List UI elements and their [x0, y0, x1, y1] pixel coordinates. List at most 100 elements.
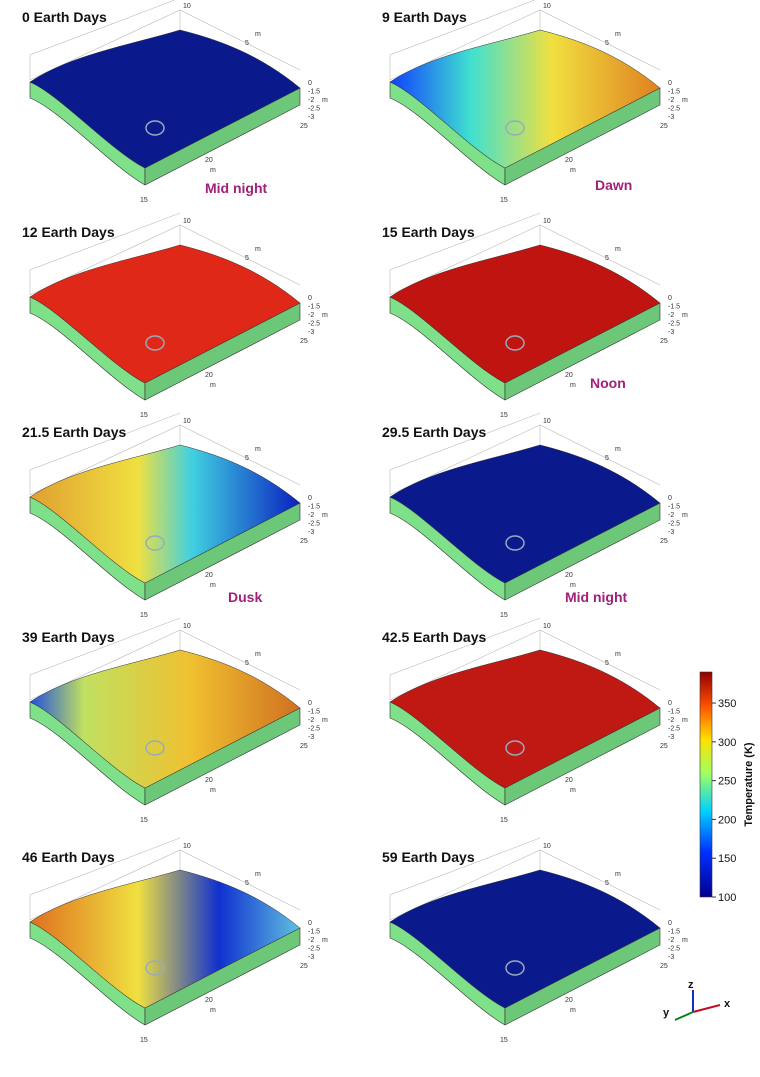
axis-tick-label: -3: [308, 329, 314, 336]
crater: [505, 120, 525, 136]
axis-tick-label: -2.5: [668, 521, 680, 528]
crater: [505, 960, 525, 976]
axis-tick-label: 20: [205, 572, 213, 579]
axis-tick-label: m: [210, 1007, 216, 1014]
axis-tick-label: -3: [668, 734, 674, 741]
crater: [145, 535, 165, 551]
axis-tick-label: -2.5: [308, 321, 320, 328]
terrain-surface: [29, 244, 301, 384]
crater: [505, 740, 525, 756]
axis-tick-label: 5: [605, 660, 609, 667]
axis-tick-label: 15: [140, 817, 148, 824]
axis-tick-label: -2.5: [668, 946, 680, 953]
axis-tick-label: 15: [500, 1037, 508, 1044]
crater: [145, 960, 165, 976]
axis-tick-label: -2.5: [668, 106, 680, 113]
axis-tick-label: m: [255, 446, 261, 453]
axis-tick-label: -2.5: [308, 946, 320, 953]
axis-tick-label: -3: [308, 529, 314, 536]
axis-tick-label: 0: [668, 920, 672, 927]
time-label: Mid night: [565, 589, 628, 605]
axis-tick-label: m: [255, 651, 261, 658]
axis-tick-label: 5: [605, 255, 609, 262]
axis-tick-label: -2: [668, 717, 674, 724]
axis-tick-label: -3: [308, 114, 314, 121]
axis-tick-label: 0: [668, 295, 672, 302]
axis-tick-label: m: [615, 31, 621, 38]
axis-tick-label: 25: [660, 338, 668, 345]
axis-tick-label: -1.5: [668, 709, 680, 716]
axis-tick-label: 0: [308, 295, 312, 302]
axis-tick-label: m: [682, 312, 688, 319]
axis-tick-label: -1.5: [308, 304, 320, 311]
axis-tick-label: -3: [668, 529, 674, 536]
axis-tick-label: 25: [300, 123, 308, 130]
axis-tick-label: 0: [308, 495, 312, 502]
colorbar-tick-label: 250: [718, 776, 736, 788]
axis-tick-label: m: [615, 651, 621, 658]
crater: [145, 740, 165, 756]
axis-tick-label: -2: [308, 512, 314, 519]
axis-tick-label: m: [570, 582, 576, 589]
axis-tick-label: m: [615, 246, 621, 253]
axis-tick-label: -1.5: [308, 709, 320, 716]
axis-tick-label: -2: [668, 937, 674, 944]
time-label: Noon: [590, 375, 626, 391]
axis-tick-label: 10: [183, 218, 191, 225]
axis-tick-label: 15: [140, 197, 148, 204]
axis-tick-label: 25: [660, 963, 668, 970]
panel: 9 Earth DaysDawn105mm2520m150-1.5-2-2.5-…: [382, 0, 688, 204]
axis-tick-label: m: [255, 31, 261, 38]
axis-tick-label: 25: [300, 963, 308, 970]
axis-tick-label: -2: [668, 97, 674, 104]
axis-tick-label: 5: [605, 40, 609, 47]
axis-tick-label: 0: [668, 80, 672, 87]
axis-tick-label: -3: [308, 734, 314, 741]
axis-tick-label: -1.5: [668, 304, 680, 311]
axis-tick-label: m: [322, 97, 328, 104]
axis-tick-label: m: [255, 246, 261, 253]
axis-tick-label: 15: [500, 817, 508, 824]
axis-tick-label: -2: [668, 512, 674, 519]
axis-tick-label: 10: [543, 418, 551, 425]
panel-title: 0 Earth Days: [22, 9, 107, 25]
axis-tick-label: 15: [500, 412, 508, 419]
axis-tick-label: 25: [300, 338, 308, 345]
terrain-surface: [389, 869, 661, 1009]
axis-tick-label: 20: [205, 157, 213, 164]
axis-tick-label: -1.5: [668, 504, 680, 511]
crater: [145, 120, 165, 136]
colorbar-tick-label: 100: [718, 892, 736, 904]
axis-tick-label: -3: [308, 954, 314, 961]
axis-tick-label: -2.5: [308, 521, 320, 528]
axis-tick-label: 5: [245, 40, 249, 47]
axis-tick-label: 10: [183, 3, 191, 10]
axis-tick-label: m: [570, 167, 576, 174]
crater: [505, 335, 525, 351]
crater: [505, 535, 525, 551]
colorbar-tick-label: 150: [718, 853, 736, 865]
axis-tick-label: m: [210, 582, 216, 589]
axis-tick-label: 10: [543, 218, 551, 225]
triad-y: [674, 1011, 694, 1021]
axis-tick-label: -2.5: [308, 726, 320, 733]
panel-title: 46 Earth Days: [22, 849, 115, 865]
terrain-surface: [29, 29, 301, 169]
colorbar-label: Temperature (K): [743, 742, 755, 826]
axis-tick-label: m: [322, 312, 328, 319]
axis-tick-label: -1.5: [308, 89, 320, 96]
axis-tick-label: m: [322, 937, 328, 944]
axis-tick-label: 5: [245, 880, 249, 887]
axis-tick-label: 25: [660, 123, 668, 130]
panel-title: 12 Earth Days: [22, 224, 115, 240]
axis-tick-label: m: [570, 382, 576, 389]
panel-title: 29.5 Earth Days: [382, 424, 486, 440]
axis-tick-label: 10: [183, 418, 191, 425]
axis-tick-label: m: [682, 512, 688, 519]
axis-tick-label: m: [570, 787, 576, 794]
axis-tick-label: -2: [308, 717, 314, 724]
